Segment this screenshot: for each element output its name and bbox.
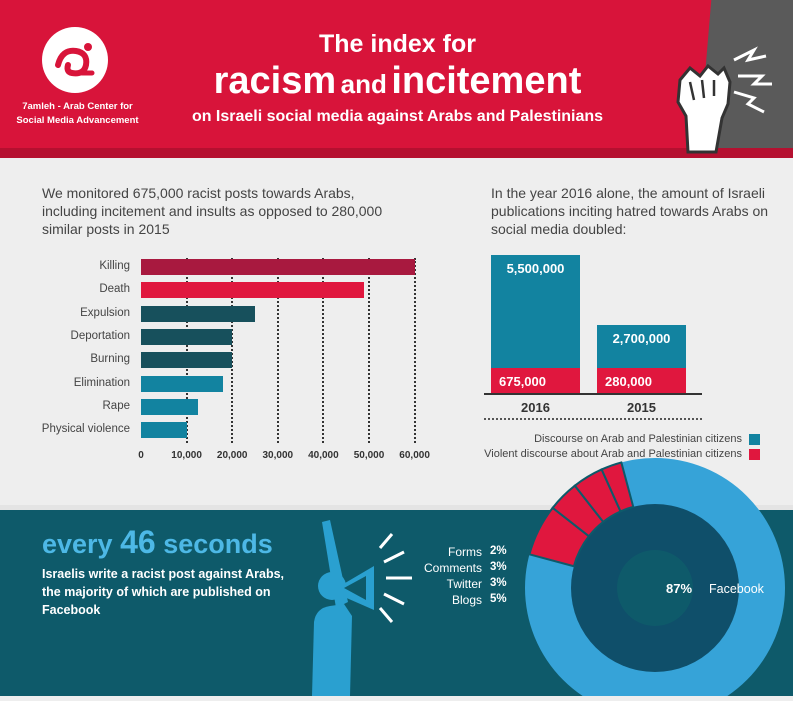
platform-percent: 2% bbox=[490, 545, 507, 557]
header-banner bbox=[0, 0, 793, 158]
bar bbox=[141, 422, 187, 439]
footer-description: Israelis write a racist post against Ara… bbox=[42, 567, 284, 617]
bar bbox=[141, 352, 233, 369]
platform-percent: 5% bbox=[490, 593, 507, 605]
x-tick-label: 0 bbox=[138, 450, 144, 461]
x-tick-label: 40,000 bbox=[308, 450, 339, 461]
bar-category-label: Expulsion bbox=[80, 306, 130, 319]
every-seconds-heading: every 46 seconds bbox=[42, 524, 273, 561]
x-tick-label: 10,000 bbox=[171, 450, 202, 461]
x-tick-label: 20,000 bbox=[216, 450, 248, 461]
every-number: 46 bbox=[120, 524, 156, 560]
platform-percent: 3% bbox=[490, 561, 507, 573]
bar-category-label: Death bbox=[99, 283, 130, 296]
legend-swatch bbox=[749, 449, 760, 460]
gridline bbox=[413, 258, 416, 443]
platform-label: Twitter bbox=[446, 577, 482, 591]
legend-label: Violent discourse about Arab and Palesti… bbox=[484, 448, 742, 460]
stacked-bar-red bbox=[491, 368, 580, 393]
gridline bbox=[368, 258, 370, 443]
bar-category-label: Rape bbox=[102, 399, 131, 412]
platform-label: Blogs bbox=[451, 593, 482, 607]
bar-category-label: Elimination bbox=[73, 376, 130, 389]
stacked-value-label: 5,500,000 bbox=[506, 261, 565, 276]
legend-swatch bbox=[749, 434, 760, 445]
bar bbox=[141, 398, 198, 415]
bar bbox=[141, 282, 365, 299]
raised-fist-icon bbox=[668, 42, 778, 162]
stacked-bar-teal bbox=[597, 325, 686, 368]
org-logo bbox=[42, 27, 108, 93]
facebook-label: Facebook bbox=[709, 582, 764, 596]
org-name: 7amleh - Arab Center for Social Media Ad… bbox=[16, 101, 139, 126]
bar bbox=[141, 259, 415, 275]
header-stripe bbox=[0, 148, 793, 158]
title-word-racism: racism bbox=[213, 60, 337, 102]
stacked-value-label: 2,700,000 bbox=[612, 331, 671, 347]
legend-label: Discourse on Arab and Palestinian citize… bbox=[534, 433, 742, 445]
right-intro-text: In the year 2016 alone, the amount of Is… bbox=[491, 185, 769, 237]
title-word-incitement: incitement bbox=[391, 60, 582, 102]
platform-label: Comments bbox=[423, 561, 482, 575]
chart-baseline bbox=[484, 393, 702, 395]
gridline bbox=[185, 258, 188, 443]
gridline bbox=[322, 258, 325, 443]
bar-category-label: Deportation bbox=[70, 329, 130, 342]
stacked-value-label: 280,000 bbox=[605, 374, 652, 389]
platform-percent: 3% bbox=[490, 577, 507, 589]
facebook-percent: 87% bbox=[666, 581, 693, 596]
megaphone-person-icon bbox=[292, 512, 422, 701]
bar-category-label: Physical violence bbox=[41, 423, 130, 436]
category-label: 2016 bbox=[521, 400, 550, 415]
bar-category-label: Killing bbox=[99, 260, 130, 272]
bar bbox=[141, 305, 255, 322]
x-tick-label: 30,000 bbox=[262, 450, 294, 461]
category-label: 2015 bbox=[627, 400, 656, 415]
left-intro-text: We monitored 675,000 racist posts toward… bbox=[42, 185, 383, 237]
bar-category-label: Burning bbox=[90, 353, 130, 366]
title-word-and: and bbox=[340, 69, 387, 99]
x-tick-label: 50,000 bbox=[353, 450, 385, 461]
bar bbox=[141, 328, 233, 345]
footer-divider bbox=[0, 505, 793, 510]
chart-dotted-bottom bbox=[484, 418, 702, 420]
gridline bbox=[231, 258, 234, 443]
stacked-bar-red bbox=[597, 368, 686, 393]
gridline bbox=[276, 258, 279, 443]
platform-label: Forms bbox=[448, 545, 482, 559]
bar bbox=[141, 375, 224, 392]
title-line1: The index for bbox=[319, 30, 476, 58]
every-suffix: seconds bbox=[163, 529, 273, 559]
every-prefix: every bbox=[42, 529, 113, 559]
title-line3: on Israeli social media against Arabs an… bbox=[191, 108, 604, 125]
stacked-value-label: 675,000 bbox=[499, 374, 546, 389]
title-line2: racism and incitement bbox=[150, 60, 645, 103]
x-tick-label: 60,000 bbox=[399, 450, 430, 461]
stacked-bar-teal bbox=[491, 255, 580, 368]
